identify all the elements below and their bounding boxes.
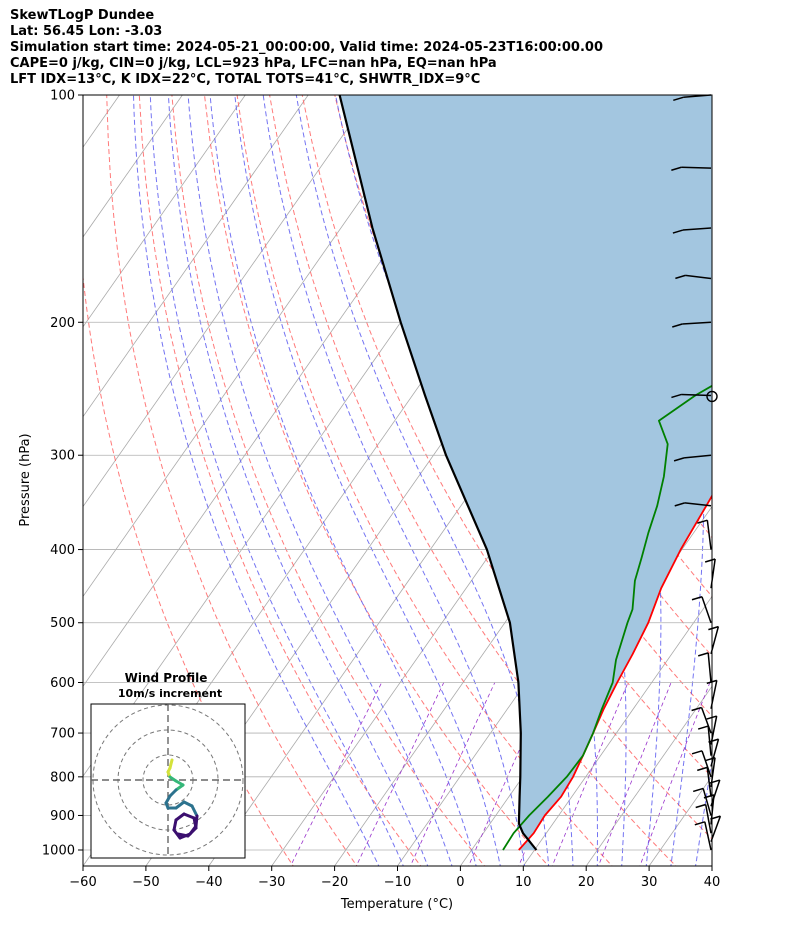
wind-barb xyxy=(708,625,720,655)
wind-barb xyxy=(671,166,712,171)
moist-adiabat-line xyxy=(234,95,501,866)
parcel-line xyxy=(338,95,538,851)
wind-barb xyxy=(674,502,712,507)
x-axis: −60 −50 −40 −30 −20 −10 0 10 20 30 40 xyxy=(69,866,720,890)
inset-subtitle: 10m/s increment xyxy=(118,687,222,700)
wind-barb xyxy=(675,274,712,280)
isotherm-line xyxy=(711,865,712,866)
y-axis-label: Pressure (hPa) xyxy=(18,433,33,526)
dry-adiabat-line xyxy=(758,95,794,869)
hodograph xyxy=(91,704,245,858)
hodograph-segment xyxy=(192,816,198,830)
dewpoint-line xyxy=(502,384,712,851)
mixing-ratio-line xyxy=(290,682,383,866)
isotherm-line xyxy=(83,95,183,238)
y-axis: 1000 900 800 700 600 500 400 300 200 100 xyxy=(42,89,83,859)
x-tick-label: 0 xyxy=(456,875,464,890)
hodograph-segment xyxy=(176,832,190,838)
wind-barb xyxy=(691,750,712,778)
mixing-ratio-line xyxy=(468,682,550,866)
profile-lines xyxy=(338,95,712,851)
x-tick-label: −20 xyxy=(321,875,348,890)
x-tick-label: −10 xyxy=(384,875,411,890)
hodograph-segment xyxy=(182,812,196,820)
hodograph-segment xyxy=(190,804,199,818)
y-tick-label: 100 xyxy=(50,89,75,104)
x-tick-label: 20 xyxy=(578,875,595,890)
convective-params-line: CAPE=0 j/kg, CIN=0 j/kg, LCL=923 hPa, LF… xyxy=(10,56,497,71)
wind-barb xyxy=(673,454,712,462)
wind-barb xyxy=(671,393,712,399)
hodograph-segment xyxy=(174,812,186,822)
hodograph-segment xyxy=(186,826,198,838)
y-tick-label: 1000 xyxy=(42,844,75,859)
wind-barb xyxy=(697,725,712,756)
mixing-ratio-line xyxy=(409,682,496,866)
x-tick-label: −50 xyxy=(132,875,159,890)
wind-barb xyxy=(692,787,712,816)
x-tick-label: 10 xyxy=(515,875,532,890)
wind-barb xyxy=(691,706,712,734)
y-tick-label: 200 xyxy=(50,316,75,331)
cape-cin-fill xyxy=(339,95,712,850)
x-tick-label: 30 xyxy=(641,875,658,890)
wind-barb xyxy=(697,652,712,683)
x-tick-label: 40 xyxy=(704,875,721,890)
wind-profile-inset: Wind Profile 10m/s increment xyxy=(90,671,246,859)
isotherm-line xyxy=(522,595,712,866)
x-tick-label: −30 xyxy=(258,875,285,890)
cin-shaded-area xyxy=(339,95,712,850)
wind-barb xyxy=(704,558,716,589)
isotherm-line xyxy=(585,685,712,866)
chart-title: SkewTLogP Dundee xyxy=(10,8,155,23)
wind-barb xyxy=(694,821,712,851)
wind-barbs xyxy=(671,94,722,851)
y-tick-label: 800 xyxy=(50,770,75,785)
y-tick-label: 700 xyxy=(50,727,75,742)
y-tick-label: 500 xyxy=(50,616,75,631)
y-tick-label: 900 xyxy=(50,809,75,824)
wind-barb xyxy=(672,321,712,328)
wind-barb xyxy=(697,766,712,797)
dry-adiabat-line xyxy=(83,272,294,866)
location-line: Lat: 56.45 Lon: -3.03 xyxy=(10,24,163,39)
wind-barb xyxy=(695,803,712,834)
wind-barb xyxy=(672,227,712,234)
temperature-line xyxy=(518,494,712,851)
moist-adiabat-line xyxy=(295,95,550,866)
dry-adiabat-line xyxy=(204,95,549,866)
mixing-ratio-line xyxy=(597,682,672,866)
mixing-ratio-line xyxy=(551,682,629,866)
dry-adiabat-line xyxy=(726,95,794,869)
x-tick-label: −40 xyxy=(195,875,222,890)
isotherm-line xyxy=(83,95,372,508)
time-line: Simulation start time: 2024-05-21_00:00:… xyxy=(10,40,603,55)
hodograph-segment xyxy=(172,818,178,832)
y-tick-label: 600 xyxy=(50,676,75,691)
y-tick-label: 400 xyxy=(50,543,75,558)
isotherm-line xyxy=(83,95,246,328)
inset-title: Wind Profile xyxy=(125,671,208,685)
mixing-ratio-line xyxy=(639,682,711,866)
x-axis-label: Temperature (°C) xyxy=(340,897,453,912)
wind-barb xyxy=(691,596,712,623)
isotherm-line xyxy=(83,95,435,598)
isotherm-line xyxy=(83,95,309,418)
x-tick-label: −60 xyxy=(69,875,96,890)
chart-header: SkewTLogP Dundee Lat: 56.45 Lon: -3.03 S… xyxy=(10,8,603,88)
y-tick-label: 300 xyxy=(50,449,75,464)
wind-barb xyxy=(697,519,712,550)
hodograph-segment xyxy=(174,800,186,810)
stability-indices-line: LFT IDX=13°C, K IDX=22°C, TOTAL TOTS=41°… xyxy=(10,72,481,87)
mixing-ratio-line xyxy=(355,682,445,866)
moist-adiabat-line xyxy=(262,95,526,866)
